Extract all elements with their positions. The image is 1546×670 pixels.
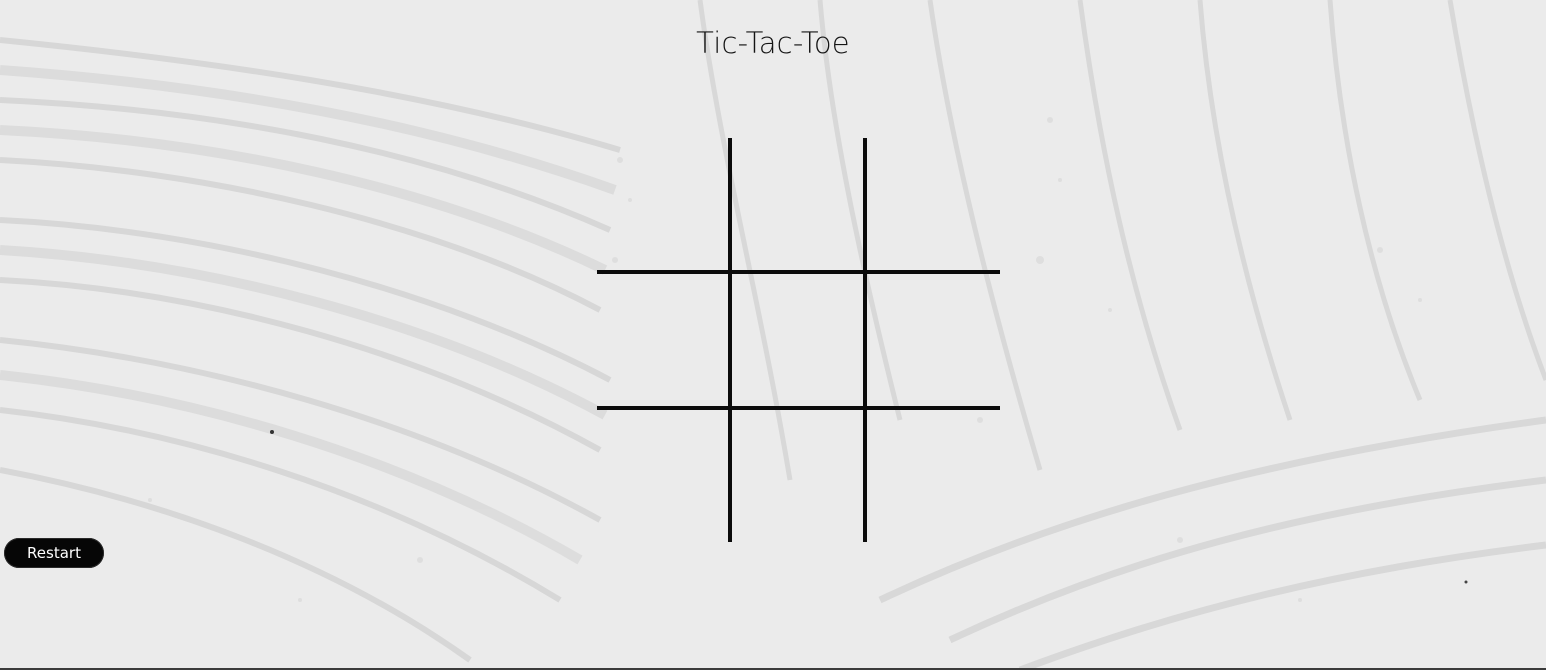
board-cell-8[interactable]: [732, 410, 864, 542]
restart-button[interactable]: Restart: [4, 538, 104, 568]
bottom-border: [0, 668, 1546, 670]
game-title: Tic-Tac-Toe: [696, 26, 850, 60]
board-cell-3[interactable]: [867, 138, 999, 270]
board-cell-6[interactable]: [867, 274, 999, 406]
grid-line-horizontal-2: [597, 406, 1000, 410]
board-cell-2[interactable]: [732, 138, 864, 270]
grid-line-vertical-2: [863, 138, 867, 542]
board-cell-1[interactable]: [597, 138, 729, 270]
board-cell-4[interactable]: [597, 274, 729, 406]
game-board: [597, 138, 1000, 542]
board-cell-7[interactable]: [597, 410, 729, 542]
grid-line-vertical-1: [728, 138, 732, 542]
board-cell-9[interactable]: [867, 410, 999, 542]
board-cell-5[interactable]: [732, 274, 864, 406]
grid-line-horizontal-1: [597, 270, 1000, 274]
